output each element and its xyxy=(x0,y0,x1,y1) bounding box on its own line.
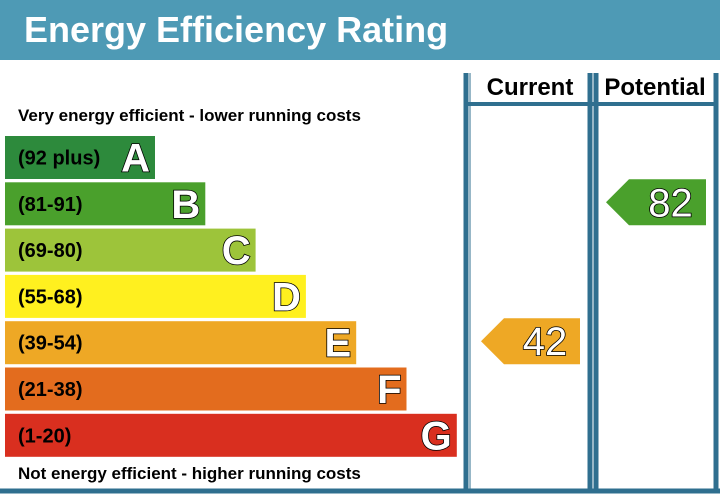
band-bar-e xyxy=(5,321,357,365)
band-range-g: (1-20) xyxy=(18,425,71,447)
band-bar-c xyxy=(5,228,256,272)
chart-title: Energy Efficiency Rating xyxy=(24,9,448,50)
band-letter-g: G xyxy=(421,414,452,458)
current-rating-arrow xyxy=(481,318,580,365)
band-range-d: (55-68) xyxy=(18,286,82,308)
band-range-c: (69-80) xyxy=(18,240,82,262)
band-letter-f: F xyxy=(377,368,401,412)
rating-bands: (92 plus) A (81-91) B (69-80) C (55-68) D (39-54… xyxy=(5,136,457,459)
column-frame xyxy=(0,73,720,494)
band-bar-a xyxy=(5,136,155,179)
band-bar-d xyxy=(5,274,306,318)
potential-rating-value: 82 xyxy=(648,181,693,225)
band-letter-e: E xyxy=(325,322,352,366)
current-rating-value: 42 xyxy=(523,320,568,364)
band-bar-f xyxy=(5,367,407,411)
bottom-caption: Not energy efficient - higher running co… xyxy=(18,464,361,483)
band-letter-c: C xyxy=(222,229,251,273)
band-bar-g xyxy=(5,413,457,457)
band-range-e: (39-54) xyxy=(18,333,82,355)
band-bar-b xyxy=(5,182,206,226)
band-range-b: (81-91) xyxy=(18,194,82,216)
current-column-heading: Current xyxy=(487,74,574,101)
band-letter-d: D xyxy=(272,275,301,319)
rating-arrows: 42 82 xyxy=(481,179,706,365)
band-letter-b: B xyxy=(171,183,200,227)
potential-rating-arrow xyxy=(606,179,706,226)
band-letter-a: A xyxy=(121,137,150,181)
top-caption: Very energy efficient - lower running co… xyxy=(18,106,361,125)
header-bar xyxy=(0,0,720,60)
band-range-f: (21-38) xyxy=(18,379,82,401)
potential-column-heading: Potential xyxy=(604,74,705,101)
band-range-a: (92 plus) xyxy=(18,148,100,170)
